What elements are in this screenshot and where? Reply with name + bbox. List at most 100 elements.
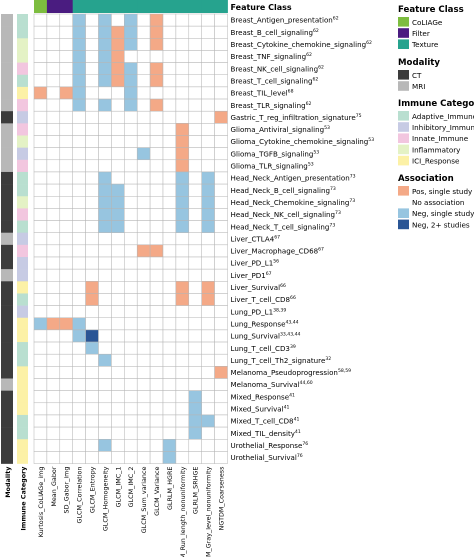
heatmap-cell <box>149 390 164 404</box>
heatmap-cell <box>201 220 215 233</box>
heatmap-cell <box>175 329 190 343</box>
heatmap-cell <box>162 378 177 391</box>
heatmap-cell <box>136 353 151 367</box>
heatmap-cell <box>111 208 125 221</box>
heatmap-cell <box>214 451 228 464</box>
heatmap-cell <box>136 86 151 100</box>
heatmap-cell <box>201 135 215 148</box>
heatmap-cell <box>124 13 138 27</box>
heatmap-cell <box>214 281 228 294</box>
heatmap-cell <box>136 451 151 464</box>
heatmap-cell <box>72 196 86 209</box>
heatmap-cell <box>162 110 177 124</box>
heatmap-cell <box>149 402 164 416</box>
heatmap-cell <box>201 317 215 331</box>
heatmap-cell <box>59 220 73 233</box>
heatmap-cell <box>85 366 99 379</box>
heatmap-cell <box>188 50 202 63</box>
modality-cell <box>1 269 13 282</box>
immune-category-cell <box>17 111 28 124</box>
heatmap-cell <box>136 426 151 440</box>
immune-category-cell <box>17 171 28 185</box>
heatmap-cell <box>124 439 138 452</box>
heatmap-cell <box>46 341 61 355</box>
heatmap-cell <box>33 244 48 258</box>
heatmap-cell <box>149 305 164 319</box>
heatmap-cell <box>46 196 61 209</box>
legend-item-label: Pos, single study <box>412 187 473 196</box>
legend-item-label: ICI_Response <box>412 157 460 166</box>
immune-category-cell <box>17 74 28 88</box>
heatmap-cell <box>188 426 202 440</box>
heatmap-cell <box>98 50 112 63</box>
heatmap-cell <box>162 196 177 209</box>
row-label: Breast_TNF_signaling62 <box>231 52 313 61</box>
heatmap-cell <box>85 183 99 197</box>
feature-class-cell <box>188 0 203 13</box>
heatmap-cell <box>85 86 99 100</box>
heatmap-cell <box>111 86 125 100</box>
feature-class-cell <box>201 0 215 13</box>
heatmap-cell <box>188 38 202 51</box>
heatmap-cell <box>46 293 61 306</box>
heatmap-cell <box>214 414 228 428</box>
feature-class-cell <box>175 0 190 13</box>
heatmap-cell <box>201 414 215 428</box>
heatmap-cell <box>98 13 112 27</box>
heatmap-cell <box>175 378 190 391</box>
heatmap-cell <box>201 25 215 39</box>
heatmap-cell <box>98 451 112 464</box>
heatmap-cell <box>72 378 86 391</box>
heatmap-cell <box>46 268 61 282</box>
heatmap-cell <box>201 281 215 294</box>
modality-cell <box>1 208 13 221</box>
heatmap-cell <box>175 74 190 88</box>
heatmap-cell <box>111 305 125 319</box>
heatmap-cell <box>46 439 61 452</box>
heatmap-cell <box>124 451 138 464</box>
row-label: Head_Neck_NK_cell_signaling73 <box>231 210 341 219</box>
heatmap-cell <box>72 62 86 75</box>
heatmap-cell <box>214 305 228 319</box>
heatmap-cell <box>124 38 138 51</box>
heatmap-cell <box>59 244 73 258</box>
heatmap-cell <box>59 256 73 270</box>
heatmap-cell <box>201 293 215 306</box>
heatmap-cell <box>72 293 86 306</box>
legend-swatch <box>398 122 409 132</box>
heatmap-cell <box>214 220 228 233</box>
row-label: Breast_TLR_signaling62 <box>231 101 312 110</box>
feature-class-cell <box>124 0 138 13</box>
feature-class-cell <box>150 0 164 13</box>
heatmap-cell <box>188 256 202 270</box>
modality-cell <box>1 196 13 209</box>
feature-class-cell <box>163 0 177 13</box>
heatmap-cell <box>33 305 48 319</box>
immune-category-cell <box>17 50 28 63</box>
heatmap-cell <box>214 38 228 51</box>
heatmap-cell <box>33 256 48 270</box>
heatmap-cell <box>188 123 202 136</box>
heatmap-cell <box>59 25 73 39</box>
heatmap-cell <box>85 256 99 270</box>
heatmap-cell <box>111 110 125 124</box>
modality-cell <box>1 451 13 464</box>
immune-category-cell <box>17 427 28 440</box>
heatmap-cell <box>124 426 138 440</box>
heatmap-cell <box>188 402 202 416</box>
heatmap-cell <box>33 147 48 161</box>
heatmap-cell <box>124 353 138 367</box>
heatmap-cell <box>59 86 73 100</box>
row-label: Mixed_T_cell_CD841 <box>231 417 300 426</box>
heatmap-cell <box>214 244 228 258</box>
heatmap-cell <box>111 414 125 428</box>
heatmap-cell <box>149 414 164 428</box>
heatmap-cell <box>59 305 73 319</box>
heatmap-cell <box>136 268 151 282</box>
heatmap-cell <box>175 281 190 294</box>
feature-class-cell <box>59 0 74 13</box>
heatmap-cell <box>111 220 125 233</box>
heatmap-cell <box>201 147 215 161</box>
heatmap-cell <box>188 13 202 27</box>
legend-swatch <box>398 219 409 230</box>
